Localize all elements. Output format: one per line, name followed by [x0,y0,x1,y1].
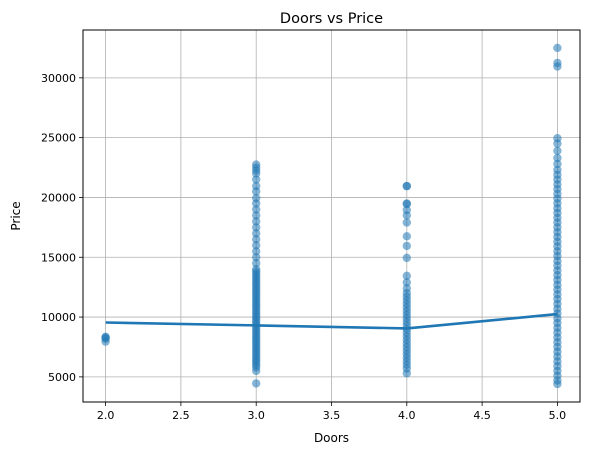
scatter-point [402,271,412,281]
scatter-point [251,205,261,214]
scatter-point [251,160,261,169]
scatter-point [553,146,562,156]
y-tick-label: 15000 [41,251,76,264]
scatter-point [553,159,562,169]
scatter-point [402,253,412,263]
scatter-point [402,205,412,215]
scatter-point [402,232,412,241]
x-tick-label: 2.5 [172,409,190,422]
scatter-point [251,265,261,274]
scatter-point [251,181,261,191]
scatter-point [251,175,261,184]
scatter-point [553,43,562,53]
x-tick-label: 3.5 [323,409,341,422]
scatter-point [553,134,562,143]
y-tick-label: 25000 [41,132,76,145]
x-tick-label: 5.0 [549,409,567,422]
scatter-point [402,218,412,227]
scatter-point [251,217,261,226]
y-tick-label: 30000 [41,72,76,85]
scatter-point [402,278,412,287]
trend-line-group [105,312,558,330]
scatter-point [251,193,261,203]
trend-line [105,312,558,330]
scatter-points [101,43,562,389]
y-tick-label: 20000 [41,191,76,204]
scatter-point [251,211,261,220]
y-tick-label: 10000 [41,311,76,324]
scatter-point [553,153,562,163]
x-tick-label: 3.0 [247,409,265,422]
y-axis-label: Price [9,201,23,230]
scatter-point [402,199,412,208]
scatter-point [251,253,261,262]
y-tick-label: 5000 [48,371,76,384]
scatter-point [251,223,261,232]
scatter-point [251,379,261,388]
scatter-point [402,284,412,293]
x-tick-label: 4.5 [473,409,491,422]
scatter-point [251,259,261,268]
scatter-point [251,241,261,250]
x-tick-label: 4.0 [398,409,416,422]
scatter-point [553,58,562,68]
scatter-point [553,165,562,175]
scatter-point [402,241,412,251]
scatter-point [251,229,261,238]
scatter-point [101,332,110,342]
chart-title: Doors vs Price [280,11,383,27]
scatter-point [251,235,261,244]
x-axis-ticks: 2.0 2.5 3.0 3.5 4.0 4.5 5.0 [97,402,566,422]
scatter-point [251,247,261,256]
x-tick-label: 2.0 [97,409,115,422]
x-axis-label: Doors [314,431,349,445]
y-axis-ticks: 5000 10000 15000 20000 25000 30000 [41,72,83,384]
scatter-point [402,181,412,191]
